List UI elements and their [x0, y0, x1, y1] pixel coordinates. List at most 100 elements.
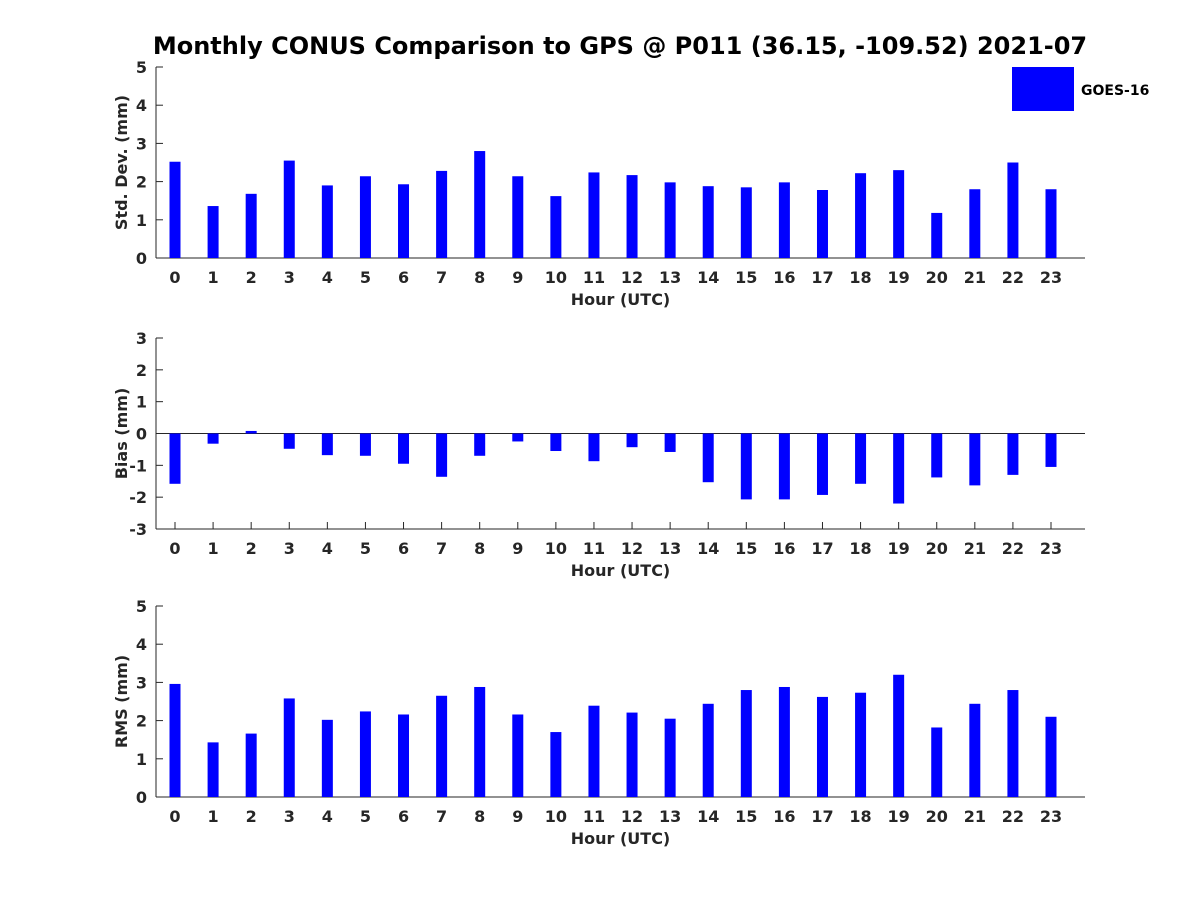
rms-x-tick-label: 7	[436, 807, 447, 826]
bias-x-tick-label: 11	[583, 539, 605, 558]
std-dev-bar-hour-5	[359, 176, 371, 258]
rms-y-tick-label: 3	[136, 673, 147, 692]
rms-bar-hour-13	[664, 718, 676, 797]
bias-bar-hour-2	[245, 430, 257, 434]
std-dev-bar-hour-13	[664, 182, 676, 258]
std-dev-x-tick-label: 2	[246, 268, 257, 287]
bias-x-tick-label: 20	[926, 539, 948, 558]
bias-bar-hour-21	[969, 433, 981, 486]
std-dev-x-tick-label: 5	[360, 268, 371, 287]
rms-bar-hour-1	[207, 742, 219, 797]
std-dev-bar-hour-14	[702, 186, 714, 258]
bias-y-tick-label: 1	[136, 393, 147, 412]
bias-x-tick-label: 18	[849, 539, 871, 558]
std-dev-bar-hour-3	[283, 160, 295, 258]
std-dev-x-tick-label: 19	[888, 268, 910, 287]
bias-x-tick-label: 2	[246, 539, 257, 558]
legend-label: GOES-16	[1081, 83, 1149, 99]
std-dev-bar-hour-1	[207, 206, 219, 258]
rms-bar-hour-10	[550, 732, 562, 797]
bias-x-tick-label: 13	[659, 539, 681, 558]
rms-x-tick-label: 20	[926, 807, 948, 826]
bias-bar-hour-6	[398, 433, 410, 464]
rms-x-tick-label: 10	[545, 807, 567, 826]
chart-title: Monthly CONUS Comparison to GPS @ P011 (…	[153, 32, 1087, 60]
std-dev-x-tick-label: 7	[436, 268, 447, 287]
bias-x-tick-label: 3	[284, 539, 295, 558]
rms-x-tick-label: 13	[659, 807, 681, 826]
bias-x-tick-label: 10	[545, 539, 567, 558]
std-dev-x-tick-label: 10	[545, 268, 567, 287]
std-dev-bar-hour-0	[169, 161, 181, 258]
bias-x-tick-label: 16	[773, 539, 795, 558]
std-dev-y-tick-label: 5	[136, 58, 147, 77]
std-dev-x-tick-label: 18	[849, 268, 871, 287]
rms-y-tick-label: 2	[136, 712, 147, 731]
rms-x-tick-label: 23	[1040, 807, 1062, 826]
std-dev-x-tick-label: 11	[583, 268, 605, 287]
rms-bar-hour-18	[855, 692, 867, 797]
rms-x-axis-label: Hour (UTC)	[571, 829, 671, 848]
rms-x-tick-label: 18	[849, 807, 871, 826]
rms-y-axis-label: RMS (mm)	[112, 655, 131, 748]
rms-bar-hour-19	[893, 674, 905, 797]
std-dev-bar-hour-19	[893, 170, 905, 258]
bias-x-tick-label: 17	[811, 539, 833, 558]
rms-x-tick-label: 17	[811, 807, 833, 826]
bias-bar-hour-9	[512, 433, 524, 442]
rms-bar-hour-14	[702, 703, 714, 797]
bias-x-tick-label: 22	[1002, 539, 1024, 558]
std-dev-x-tick-label: 0	[169, 268, 180, 287]
std-dev-x-tick-label: 20	[926, 268, 948, 287]
std-dev-x-tick-label: 12	[621, 268, 643, 287]
rms-x-tick-label: 8	[474, 807, 485, 826]
bias-y-axis-label: Bias (mm)	[112, 388, 131, 480]
rms-x-tick-label: 16	[773, 807, 795, 826]
std-dev-x-tick-label: 17	[811, 268, 833, 287]
bias-x-tick-label: 8	[474, 539, 485, 558]
bias-bar-hour-14	[702, 433, 714, 483]
bias-y-tick-label: -2	[129, 488, 147, 507]
std-dev-bar-hour-2	[245, 193, 257, 258]
std-dev-x-tick-label: 3	[284, 268, 295, 287]
std-dev-bar-hour-21	[969, 189, 981, 258]
rms-bar-hour-20	[931, 727, 943, 797]
std-dev-bar-hour-11	[588, 172, 600, 258]
rms-bar-hour-16	[778, 686, 790, 797]
bias-x-tick-label: 9	[512, 539, 523, 558]
std-dev-x-tick-label: 13	[659, 268, 681, 287]
std-dev-bar-hour-9	[512, 176, 524, 258]
rms-bar-hour-23	[1045, 716, 1057, 797]
std-dev-x-tick-label: 8	[474, 268, 485, 287]
rms-x-tick-label: 2	[246, 807, 257, 826]
rms-x-tick-label: 6	[398, 807, 409, 826]
rms-y-tick-label: 1	[136, 750, 147, 769]
std-dev-x-tick-label: 16	[773, 268, 795, 287]
bias-x-tick-label: 7	[436, 539, 447, 558]
bias-bar-hour-16	[778, 433, 790, 500]
std-dev-bar-hour-18	[855, 173, 867, 258]
std-dev-y-tick-label: 2	[136, 173, 147, 192]
bias-bar-hour-8	[474, 433, 486, 456]
rms-bar-hour-12	[626, 712, 638, 797]
rms-bar-hour-0	[169, 683, 181, 797]
std-dev-x-tick-label: 4	[322, 268, 333, 287]
rms-y-tick-label: 0	[136, 788, 147, 807]
rms-x-tick-label: 19	[888, 807, 910, 826]
bias-bar-hour-20	[931, 433, 943, 478]
rms-x-tick-label: 5	[360, 807, 371, 826]
rms-x-tick-label: 12	[621, 807, 643, 826]
rms-x-tick-label: 9	[512, 807, 523, 826]
rms-x-tick-label: 4	[322, 807, 333, 826]
bias-x-tick-label: 4	[322, 539, 333, 558]
rms-y-tick-label: 4	[136, 635, 147, 654]
std-dev-y-axis-label: Std. Dev. (mm)	[112, 95, 131, 230]
std-dev-y-tick-label: 0	[136, 249, 147, 268]
std-dev-y-tick-label: 3	[136, 134, 147, 153]
bias-bar-hour-3	[283, 433, 295, 449]
std-dev-bar-hour-8	[474, 151, 486, 258]
rms-bar-hour-3	[283, 698, 295, 797]
std-dev-y-tick-label: 1	[136, 211, 147, 230]
